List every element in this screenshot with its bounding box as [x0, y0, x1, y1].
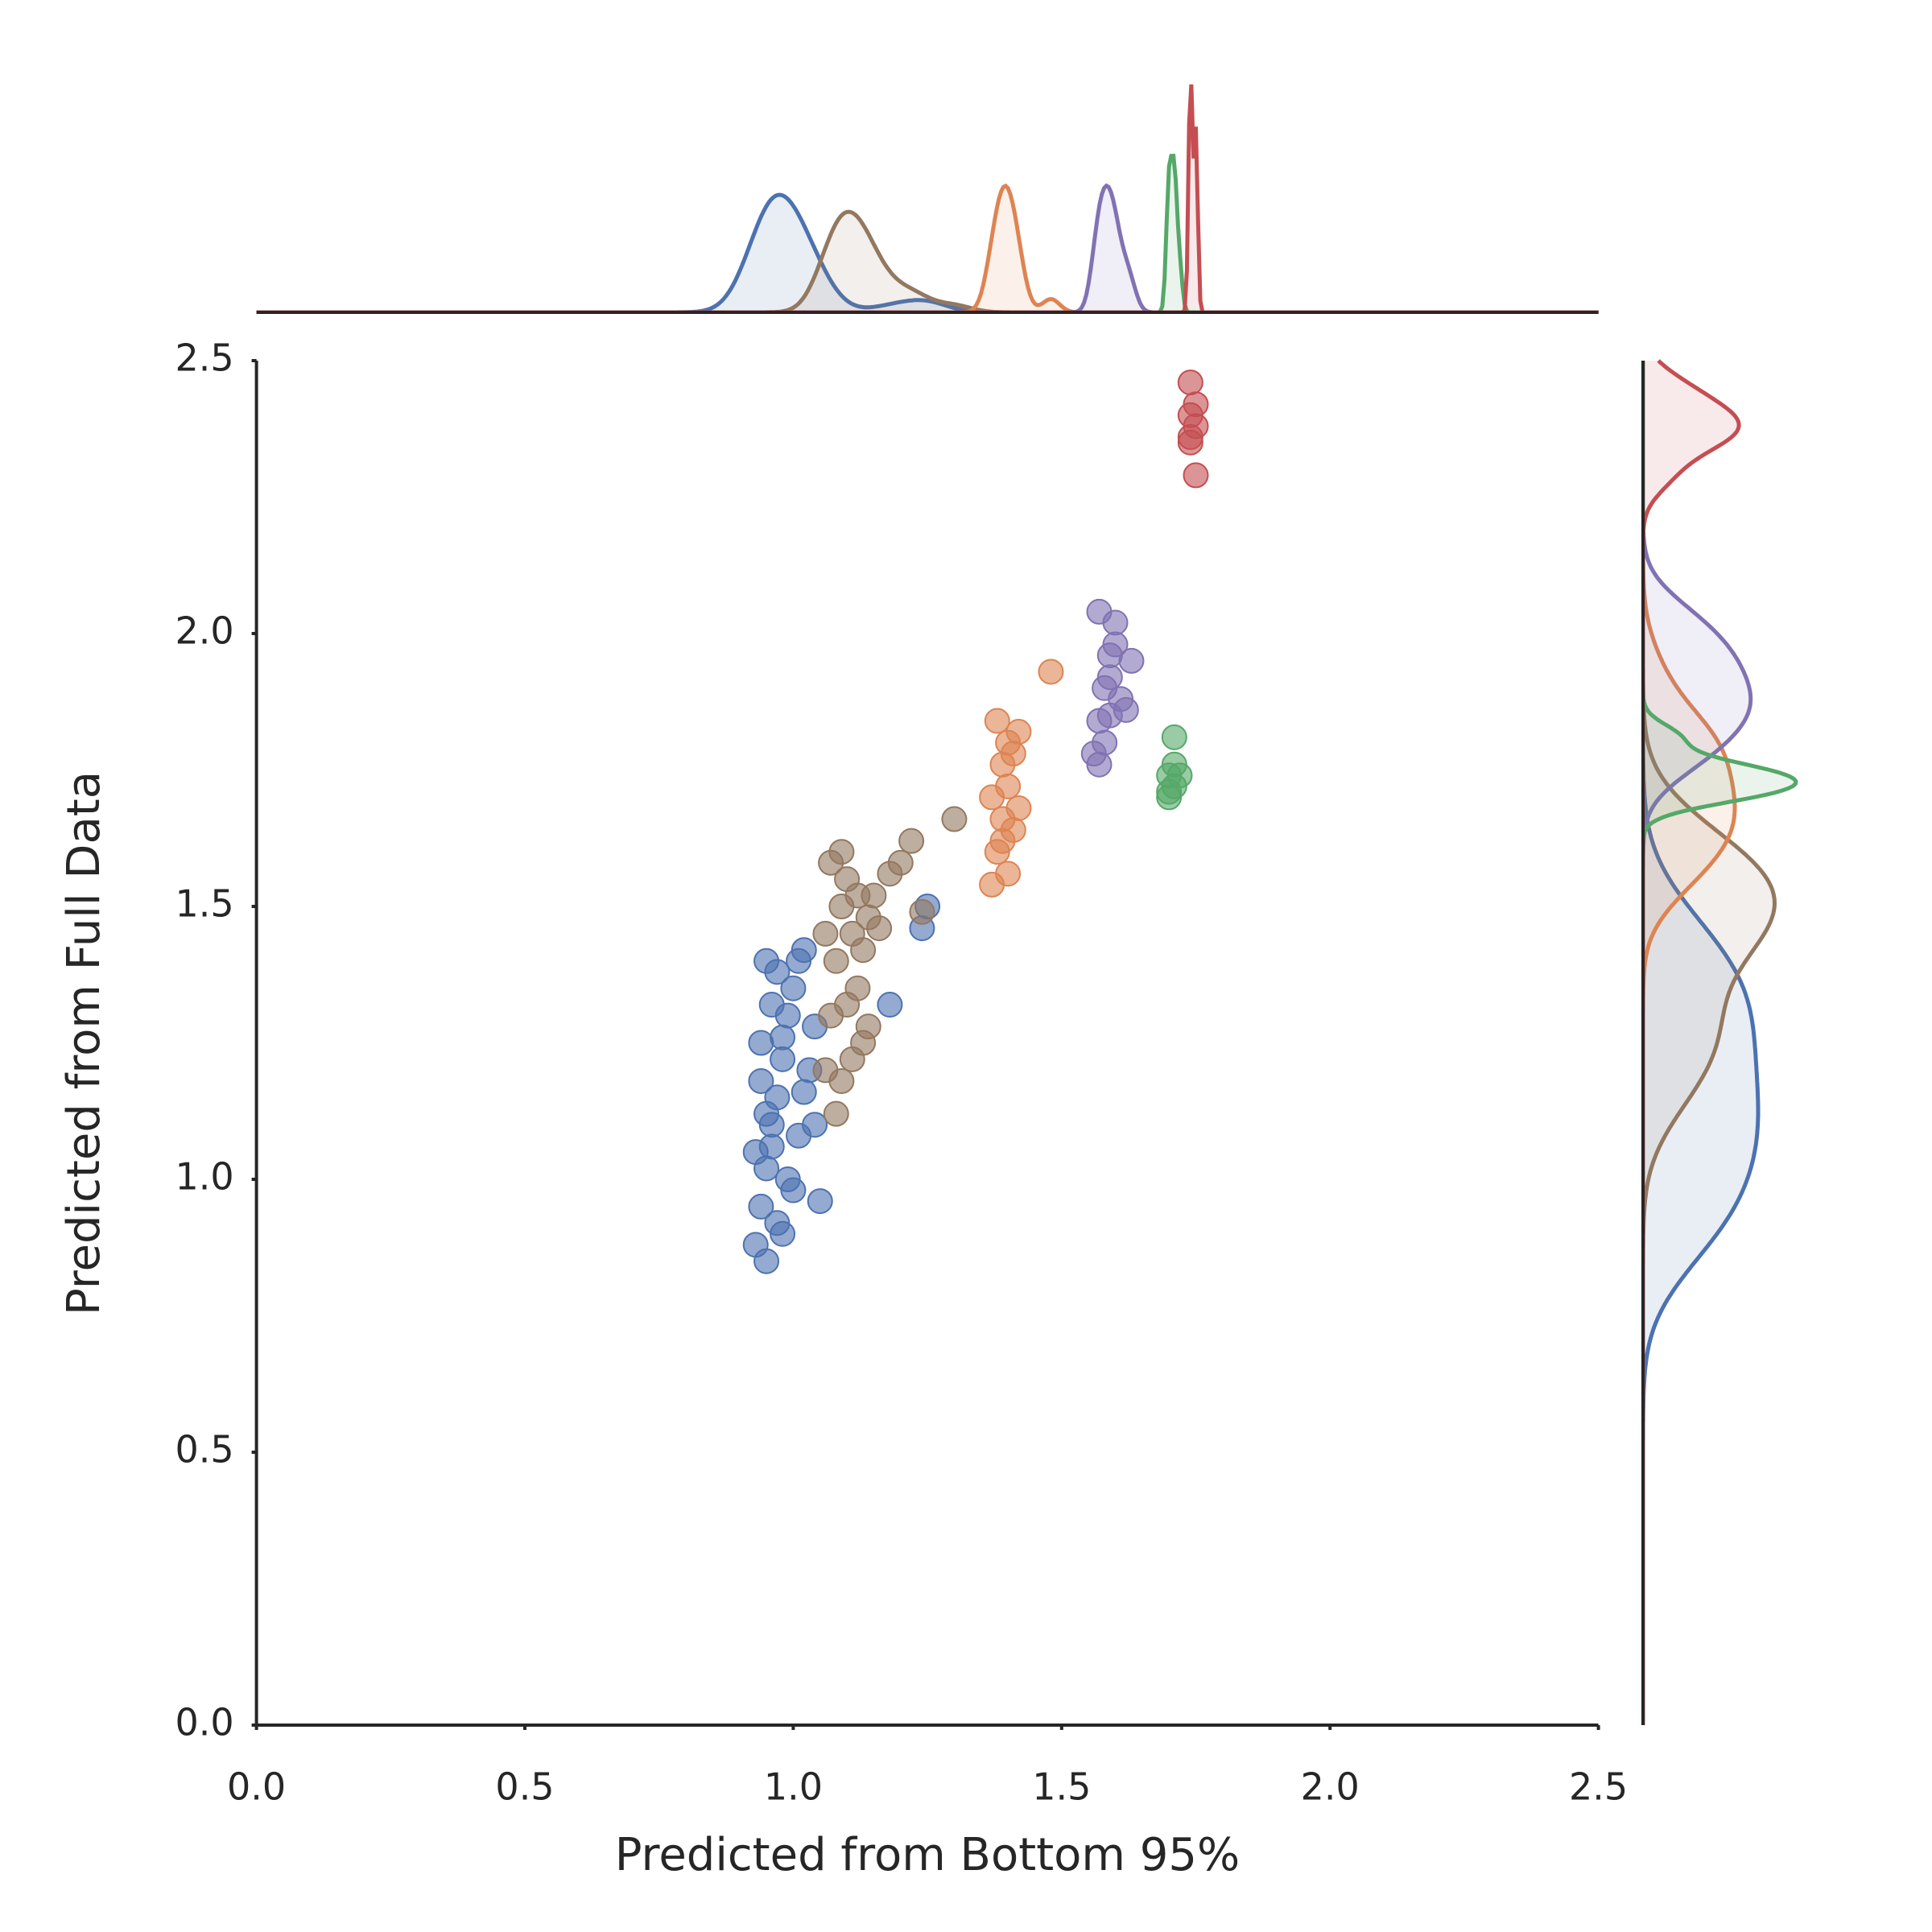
point [1118, 647, 1145, 674]
top-kde [256, 183, 1599, 314]
point [807, 1188, 833, 1215]
point [823, 1100, 849, 1127]
point [941, 806, 968, 832]
top-kde-fill [256, 155, 1599, 312]
top-kde-fill [256, 185, 1599, 312]
point [753, 1248, 780, 1274]
y-tick-label: 2.5 [175, 336, 233, 380]
right-marginal [1641, 359, 1798, 1725]
point [1177, 369, 1203, 396]
y-tick-label: 1.5 [175, 882, 233, 926]
point [758, 1133, 785, 1160]
right-kde-fill [1643, 361, 1740, 1725]
point [979, 784, 1005, 811]
point [839, 1046, 865, 1072]
point [1102, 631, 1129, 658]
point [887, 849, 914, 876]
point [791, 1079, 817, 1105]
point [753, 1100, 780, 1127]
x-tick-label: 2.5 [1569, 1765, 1628, 1809]
right-kde-fill [1643, 361, 1751, 1725]
point [753, 947, 780, 974]
x-tick-label: 1.0 [764, 1765, 823, 1809]
point [995, 861, 1022, 887]
point [909, 898, 935, 925]
point [898, 828, 925, 854]
point [984, 708, 1010, 734]
point [791, 937, 817, 964]
point [1096, 702, 1123, 729]
top-kde [256, 183, 1599, 314]
x-tick-label: 0.5 [495, 1765, 554, 1809]
y-axis-label: Predicted from Full Data [58, 771, 110, 1315]
point [1005, 795, 1032, 821]
point [828, 839, 855, 865]
y-tick-label: 2.0 [175, 609, 233, 653]
point [770, 1024, 796, 1051]
point [1092, 729, 1118, 756]
point [748, 1193, 774, 1220]
point [1161, 724, 1187, 750]
point [866, 915, 893, 942]
x-axis-label: Predicted from Bottom 95% [615, 1829, 1240, 1881]
point [770, 1046, 796, 1072]
y-tick-label: 0.0 [175, 1701, 233, 1744]
top-kde-fill [256, 185, 1599, 312]
scatter-points [742, 369, 1209, 1274]
point [1177, 429, 1203, 456]
top-kde [256, 154, 1599, 314]
point [855, 1013, 881, 1040]
point [844, 882, 871, 909]
point [1038, 658, 1064, 685]
top-kde-fill [256, 84, 1599, 313]
top-kde [256, 84, 1599, 314]
point [748, 1030, 774, 1056]
point [780, 975, 807, 1001]
top-marginal [256, 84, 1599, 314]
right-kde-fill [1643, 361, 1758, 1725]
y-tick-label: 1.0 [175, 1155, 233, 1199]
point [834, 992, 861, 1018]
point [1086, 751, 1113, 778]
point [995, 729, 1022, 756]
point [748, 1067, 774, 1094]
point [758, 992, 785, 1018]
point [780, 1177, 807, 1203]
right-kde-fill [1643, 361, 1735, 1725]
point [989, 828, 1016, 854]
point [1096, 664, 1123, 691]
point [770, 1220, 796, 1247]
point [1183, 391, 1209, 418]
y-tick-label: 0.5 [175, 1428, 233, 1472]
point [850, 937, 877, 964]
point [877, 992, 903, 1018]
point [828, 1067, 855, 1094]
top-kde [256, 209, 1599, 314]
point [802, 1112, 828, 1138]
point [1156, 778, 1183, 805]
point [1183, 462, 1209, 489]
right-kde-fill [1643, 361, 1775, 1725]
x-tick-label: 0.0 [227, 1765, 286, 1809]
point [812, 920, 839, 947]
x-tick-label: 2.0 [1301, 1765, 1360, 1809]
x-tick-label: 1.5 [1032, 1765, 1091, 1809]
point [989, 751, 1016, 778]
point [823, 947, 849, 974]
point [1086, 598, 1113, 625]
